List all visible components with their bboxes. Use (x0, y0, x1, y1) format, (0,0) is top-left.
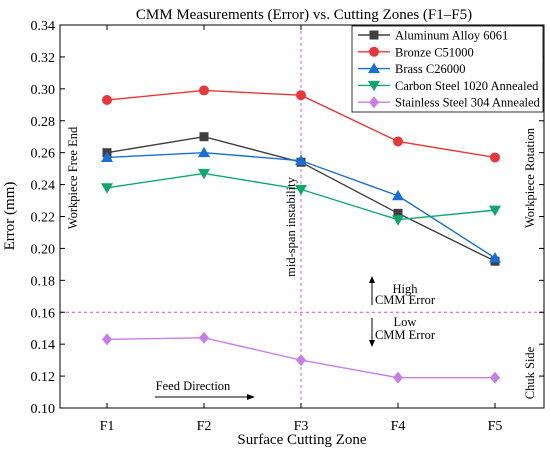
data-point (393, 136, 403, 147)
data-point (296, 90, 306, 101)
y-tick-label: 0.24 (31, 179, 56, 194)
x-axis-title: Surface Cutting Zone (237, 432, 366, 448)
legend-label: Stainless Steel 304 Annealed (395, 96, 541, 110)
data-point (102, 333, 112, 346)
y-tick-label: 0.34 (31, 19, 56, 34)
chart-title: CMM Measurements (Error) vs. Cutting Zon… (136, 7, 472, 23)
legend-label: Bronze C51000 (395, 45, 474, 59)
data-point (392, 215, 404, 226)
legend-label: Carbon Steel 1020 Annealed (395, 79, 539, 93)
y-axis-ticks: 0.10 0.12 0.14 0.16 0.18 0.20 0.22 0.24 0.26 0.28… (31, 19, 544, 417)
legend-label: Brass C26000 (395, 62, 466, 76)
data-point (295, 154, 307, 166)
x-tick-label: F3 (294, 419, 309, 434)
annotation-low-line2: CMM Error (375, 328, 436, 342)
y-tick-label: 0.26 (31, 147, 56, 162)
data-point (296, 354, 306, 367)
data-point (392, 189, 404, 201)
x-tick-label: F1 (100, 419, 115, 434)
arrow-right-icon (155, 394, 255, 400)
data-point (198, 146, 210, 158)
y-axis-title: Error (mm) (2, 182, 18, 251)
data-point (199, 132, 209, 142)
annotation-high-line2: CMM Error (375, 293, 436, 307)
annotation-left-side: Workpiece Free End (66, 126, 80, 229)
legend-marker (369, 96, 379, 109)
arrow-down-icon (369, 318, 375, 347)
data-point (198, 168, 210, 180)
legend-marker (369, 46, 379, 57)
y-tick-label: 0.28 (31, 115, 56, 130)
x-tick-label: F5 (488, 419, 503, 434)
x-tick-label: F4 (391, 419, 406, 434)
data-point (101, 183, 113, 194)
y-tick-label: 0.10 (31, 402, 56, 417)
annotation-chuck-side: Chuk Side (523, 346, 537, 399)
y-tick-label: 0.14 (31, 338, 56, 353)
annotation-feed-direction: Feed Direction (156, 379, 231, 393)
y-tick-label: 0.32 (31, 51, 56, 66)
legend: Aluminum Alloy 6061 Bronze C51000 Brass C2… (351, 25, 544, 113)
legend-items: Aluminum Alloy 6061 Bronze C51000 Brass C2… (358, 29, 541, 110)
y-tick-label: 0.16 (31, 306, 56, 321)
legend-marker (368, 62, 380, 74)
reference-lines (60, 25, 544, 408)
data-point (490, 152, 500, 163)
x-tick-label: F2 (197, 419, 212, 434)
data-point (199, 85, 209, 96)
x-axis-ticks: F1 F2 F3 F4 F5 (100, 25, 503, 434)
data-point (102, 95, 112, 106)
annotation-right-side: Workpiece Rotation (523, 127, 537, 228)
y-tick-label: 0.12 (31, 370, 56, 385)
legend-marker (368, 80, 380, 92)
y-tick-label: 0.18 (31, 274, 56, 289)
legend-marker (369, 30, 379, 40)
annotation-high-line1: High (393, 282, 419, 296)
data-point (295, 184, 307, 196)
data-point (393, 208, 403, 218)
data-point (489, 251, 501, 263)
data-point (489, 205, 501, 217)
data-point (199, 331, 209, 344)
y-tick-label: 0.22 (31, 211, 56, 226)
series-layer (101, 85, 501, 384)
y-tick-label: 0.20 (31, 242, 56, 257)
data-point (101, 151, 113, 162)
annotation-mid-span: mid-span instability (284, 176, 298, 276)
data-point (490, 371, 500, 384)
annotation-low-line1: Low (394, 315, 417, 329)
arrow-up-icon (369, 276, 375, 305)
data-point (393, 371, 403, 384)
legend-label: Aluminum Alloy 6061 (395, 29, 508, 43)
y-tick-label: 0.30 (31, 83, 56, 98)
